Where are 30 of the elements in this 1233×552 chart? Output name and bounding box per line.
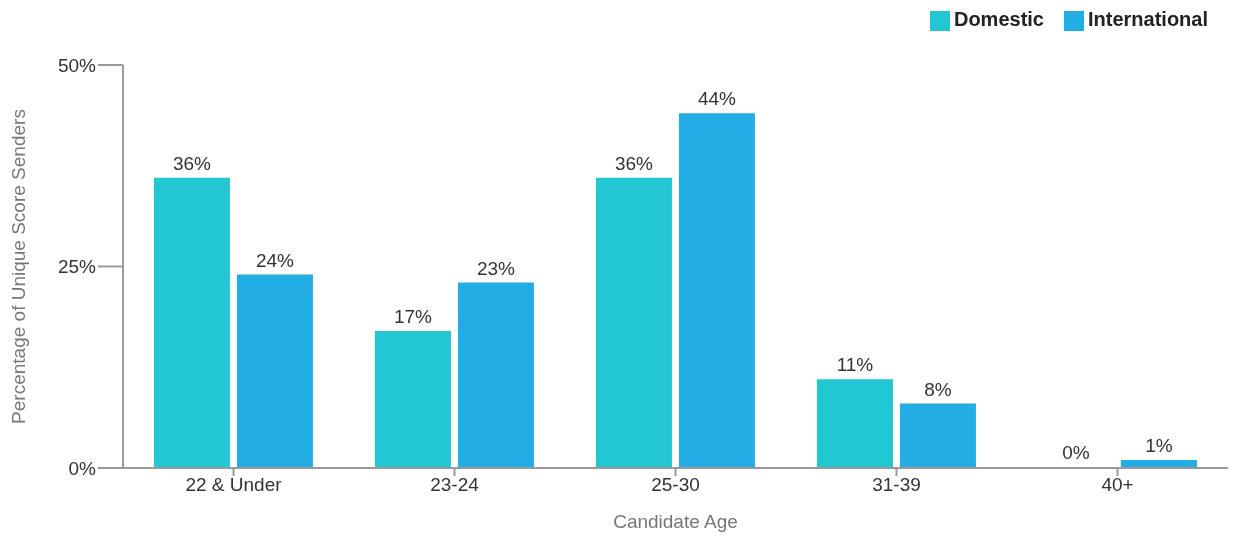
x-tick-label: 31-39 <box>872 474 921 496</box>
bar <box>153 177 230 468</box>
y-tick-label: 50% <box>57 54 97 76</box>
x-tick-label: 22 & Under <box>185 474 283 496</box>
data-label: 44% <box>697 88 737 110</box>
data-label: 36% <box>172 152 212 174</box>
y-tick-label: 0% <box>68 457 97 479</box>
data-label: 36% <box>614 152 654 174</box>
data-label: 0% <box>1062 442 1090 463</box>
data-label: 24% <box>255 249 295 271</box>
x-tick-label: 25-30 <box>651 474 700 496</box>
bar <box>816 379 893 468</box>
bar <box>899 403 976 468</box>
x-axis-title: Candidate Age <box>613 511 738 532</box>
data-label: 23% <box>476 257 516 279</box>
legend-label: International <box>1087 8 1208 30</box>
data-label: 17% <box>393 305 433 327</box>
legend-label: Domestic <box>953 8 1044 30</box>
data-label: 11% <box>836 354 874 376</box>
x-tick-label: 40+ <box>1101 474 1134 496</box>
bar <box>374 330 451 468</box>
data-label: 1% <box>1145 434 1173 456</box>
y-tick-label: 25% <box>57 256 97 278</box>
bar <box>595 177 672 468</box>
y-axis-title: Percentage of Unique Score Senders <box>7 109 29 424</box>
bar <box>678 113 755 468</box>
bar <box>236 274 313 468</box>
data-label: 8% <box>924 378 952 400</box>
x-tick-label: 23-24 <box>430 474 480 496</box>
bar <box>457 282 534 468</box>
